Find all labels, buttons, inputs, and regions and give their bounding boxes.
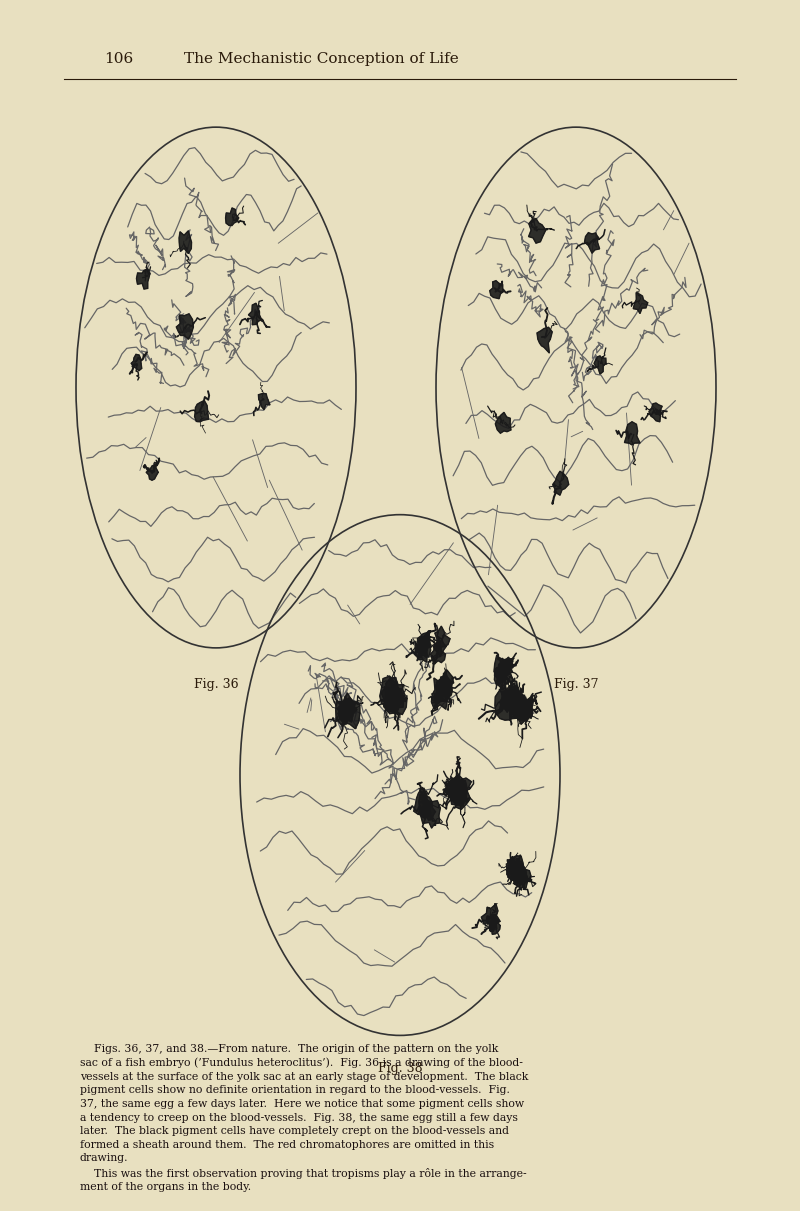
Polygon shape [495,688,514,721]
Text: Fig. 38: Fig. 38 [378,1062,422,1075]
Polygon shape [418,632,430,654]
Polygon shape [131,355,142,371]
Polygon shape [510,689,521,704]
Polygon shape [430,642,446,664]
Polygon shape [649,403,662,421]
Polygon shape [529,218,546,243]
Polygon shape [336,699,357,724]
Polygon shape [594,356,606,374]
Polygon shape [415,639,429,662]
Polygon shape [453,780,466,798]
Polygon shape [518,696,533,721]
Polygon shape [507,856,516,871]
Polygon shape [435,679,450,701]
Polygon shape [514,696,531,721]
Text: 106: 106 [104,52,134,67]
Polygon shape [495,412,511,434]
Polygon shape [451,782,464,800]
Polygon shape [258,394,270,409]
Polygon shape [176,314,194,339]
Polygon shape [338,696,354,722]
Polygon shape [516,699,532,718]
Polygon shape [519,700,530,716]
Polygon shape [387,688,405,710]
Polygon shape [434,691,443,705]
Polygon shape [417,638,427,658]
Polygon shape [451,775,467,804]
Polygon shape [494,655,514,690]
Polygon shape [500,689,518,712]
Polygon shape [441,671,454,694]
Polygon shape [421,800,440,828]
Text: Fig. 37: Fig. 37 [554,678,598,691]
Polygon shape [433,641,446,656]
Polygon shape [490,281,502,299]
Polygon shape [508,860,524,883]
Polygon shape [390,689,404,712]
Text: Figs. 36, 37, and 38.—From nature.  The origin of the pattern on the yolk
sac of: Figs. 36, 37, and 38.—From nature. The o… [80,1044,528,1192]
Polygon shape [380,676,399,713]
Polygon shape [179,231,191,253]
Polygon shape [446,777,461,802]
Polygon shape [498,660,510,676]
Polygon shape [507,856,524,883]
Polygon shape [451,782,466,805]
Polygon shape [449,780,463,798]
Polygon shape [634,293,648,314]
Polygon shape [494,667,504,684]
Polygon shape [146,465,158,481]
Polygon shape [431,678,450,710]
Polygon shape [439,672,452,696]
Polygon shape [537,327,552,354]
Polygon shape [501,684,522,710]
Polygon shape [418,794,432,819]
Polygon shape [506,862,518,878]
Polygon shape [422,800,435,820]
Polygon shape [414,787,431,815]
Polygon shape [521,700,531,713]
Polygon shape [553,471,569,495]
Polygon shape [451,777,471,809]
Text: The Mechanistic Conception of Life: The Mechanistic Conception of Life [184,52,458,67]
Polygon shape [494,662,510,685]
Polygon shape [386,699,398,712]
Polygon shape [503,659,511,675]
Polygon shape [625,421,640,444]
Polygon shape [344,704,353,721]
Polygon shape [338,698,360,729]
Polygon shape [486,914,500,931]
Polygon shape [416,631,430,658]
Polygon shape [248,303,262,325]
Polygon shape [194,401,209,421]
Polygon shape [382,688,401,714]
Polygon shape [137,269,150,289]
Text: Fig. 36: Fig. 36 [194,678,238,691]
Polygon shape [436,678,451,696]
Polygon shape [514,862,528,888]
Polygon shape [502,696,511,712]
Polygon shape [455,781,467,809]
Polygon shape [502,683,522,717]
Polygon shape [513,863,526,884]
Polygon shape [435,626,450,650]
Polygon shape [386,681,407,714]
Polygon shape [226,208,238,225]
Polygon shape [516,866,531,888]
Polygon shape [386,677,404,708]
Polygon shape [490,917,500,935]
Polygon shape [585,233,600,253]
Polygon shape [510,695,530,724]
Polygon shape [339,693,355,723]
Polygon shape [501,660,512,675]
Polygon shape [444,777,466,805]
Polygon shape [482,903,498,932]
Polygon shape [515,865,526,885]
